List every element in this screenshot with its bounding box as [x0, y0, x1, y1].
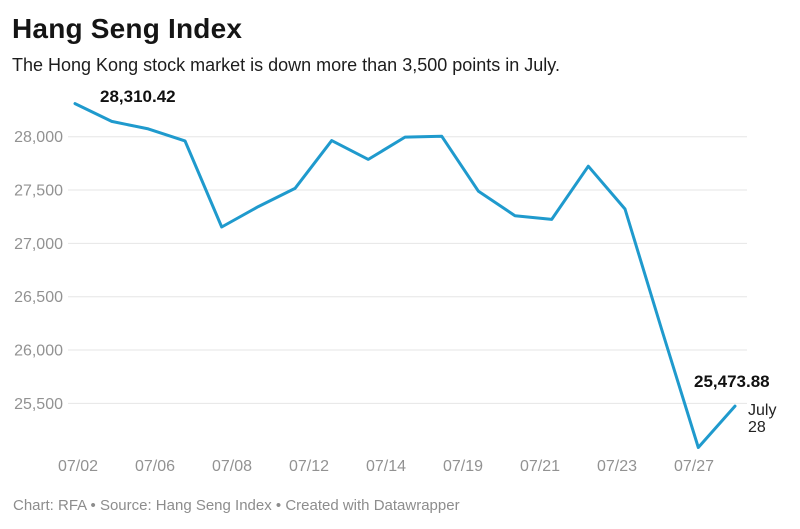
chart-subtitle: The Hong Kong stock market is down more … — [12, 55, 560, 75]
y-tick-label: 27,500 — [14, 183, 63, 200]
x-tick-label: 07/06 — [135, 458, 175, 475]
x-tick-label: 07/19 — [443, 458, 483, 475]
end-date-label: July 28 — [748, 402, 776, 436]
first-point-value-label: 28,310.42 — [100, 87, 176, 106]
chart-footer: Chart: RFA • Source: Hang Seng Index • C… — [13, 497, 460, 514]
x-tick-label: 07/27 — [674, 458, 714, 475]
y-tick-label: 26,000 — [14, 343, 63, 360]
chart-title: Hang Seng Index — [12, 13, 243, 44]
x-tick-label: 07/08 — [212, 458, 252, 475]
y-tick-label: 26,500 — [14, 289, 63, 306]
end-date-line2: 28 — [748, 419, 766, 436]
y-tick-label: 25,500 — [14, 396, 63, 413]
footer-credits-text: Chart: RFA • Source: Hang Seng Index • C… — [13, 497, 374, 514]
end-date-line1: July — [748, 402, 777, 419]
x-tick-label: 07/02 — [58, 458, 98, 475]
last-point-value-label: 25,473.88 — [694, 372, 770, 391]
y-tick-label: 27,000 — [14, 236, 63, 253]
x-tick-label: 07/12 — [289, 458, 329, 475]
index-line-series — [73, 102, 737, 449]
x-tick-label: 07/21 — [520, 458, 560, 475]
x-axis-labels: 07/02 07/06 07/08 07/12 07/14 07/19 07/21 07/23… — [58, 458, 714, 475]
y-tick-label: 28,000 — [14, 129, 63, 146]
datawrapper-link[interactable]: Datawrapper — [373, 497, 460, 514]
y-axis-labels: 28,000 27,500 27,000 26,500 26,000 25,500 — [14, 129, 63, 413]
x-tick-label: 07/14 — [366, 458, 406, 475]
x-tick-label: 07/23 — [597, 458, 637, 475]
